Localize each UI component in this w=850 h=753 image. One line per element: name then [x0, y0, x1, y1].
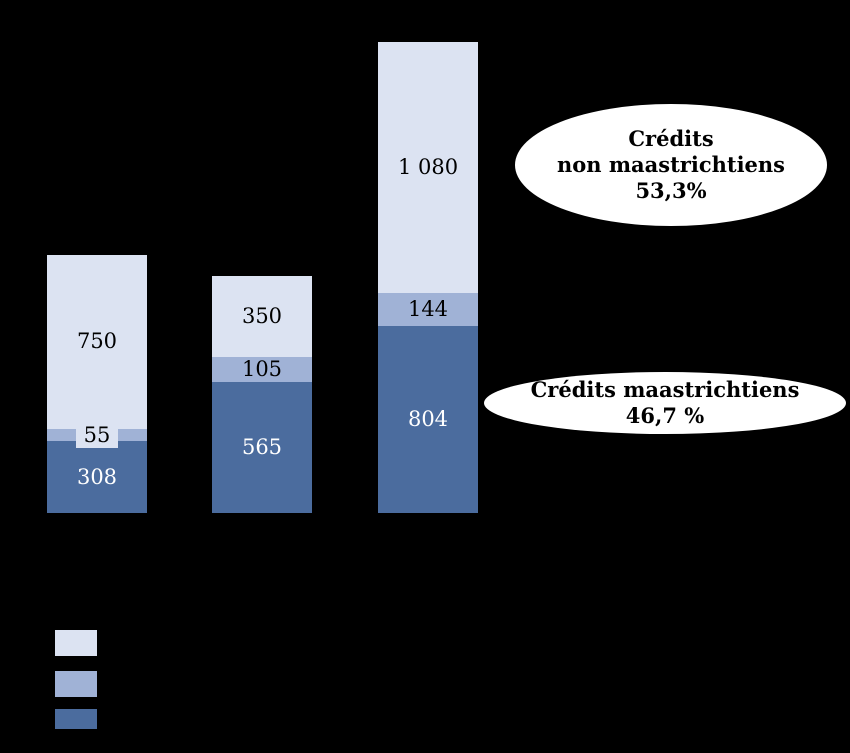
segment-value-label: 350	[241, 304, 283, 329]
segment-value-label: 308	[76, 464, 118, 489]
stacked-bar: 350 105 565	[212, 276, 312, 513]
callout-line: non maastrichtiens	[556, 151, 786, 177]
segment-value-label: 105	[241, 357, 283, 382]
bar-segment-dark: 308	[47, 441, 147, 513]
segment-value-label: 750	[76, 329, 118, 354]
stacked-bar: 750 55 308	[47, 254, 147, 513]
callout-line: 46,7 %	[625, 403, 705, 428]
legend-swatch-segment-dark	[55, 709, 97, 729]
callout-maastrichtiens: Crédits maastrichtiens 46,7 %	[484, 372, 846, 434]
legend-swatch-segment-light	[55, 630, 97, 656]
bar-segment-medium: 144	[378, 292, 478, 327]
bar-segment-dark: 565	[212, 381, 312, 513]
callout-non-maastrichtiens: Crédits non maastrichtiens 53,3%	[515, 104, 827, 226]
callout-line: 53,3%	[635, 178, 707, 204]
segment-value-label: 565	[241, 434, 283, 459]
callout-line: Crédits	[628, 125, 714, 151]
segment-value-label: 55	[75, 422, 119, 449]
bar-segment-dark: 804	[378, 326, 478, 513]
callout-line: Crédits maastrichtiens	[530, 376, 800, 402]
segment-value-label: 1 080	[397, 154, 459, 179]
bar-segment-light: 1 080	[378, 42, 478, 293]
bar-segment-medium: 55	[47, 422, 147, 449]
segment-value-label: 804	[407, 407, 449, 432]
segment-value-label: 144	[407, 297, 449, 322]
legend-swatch-segment-medium	[55, 671, 97, 697]
bar-segment-light: 750	[47, 254, 147, 429]
bar-segment-light: 350	[212, 276, 312, 358]
bar-segment-medium: 105	[212, 357, 312, 382]
stacked-bar: 1 080 144 804	[378, 42, 478, 513]
